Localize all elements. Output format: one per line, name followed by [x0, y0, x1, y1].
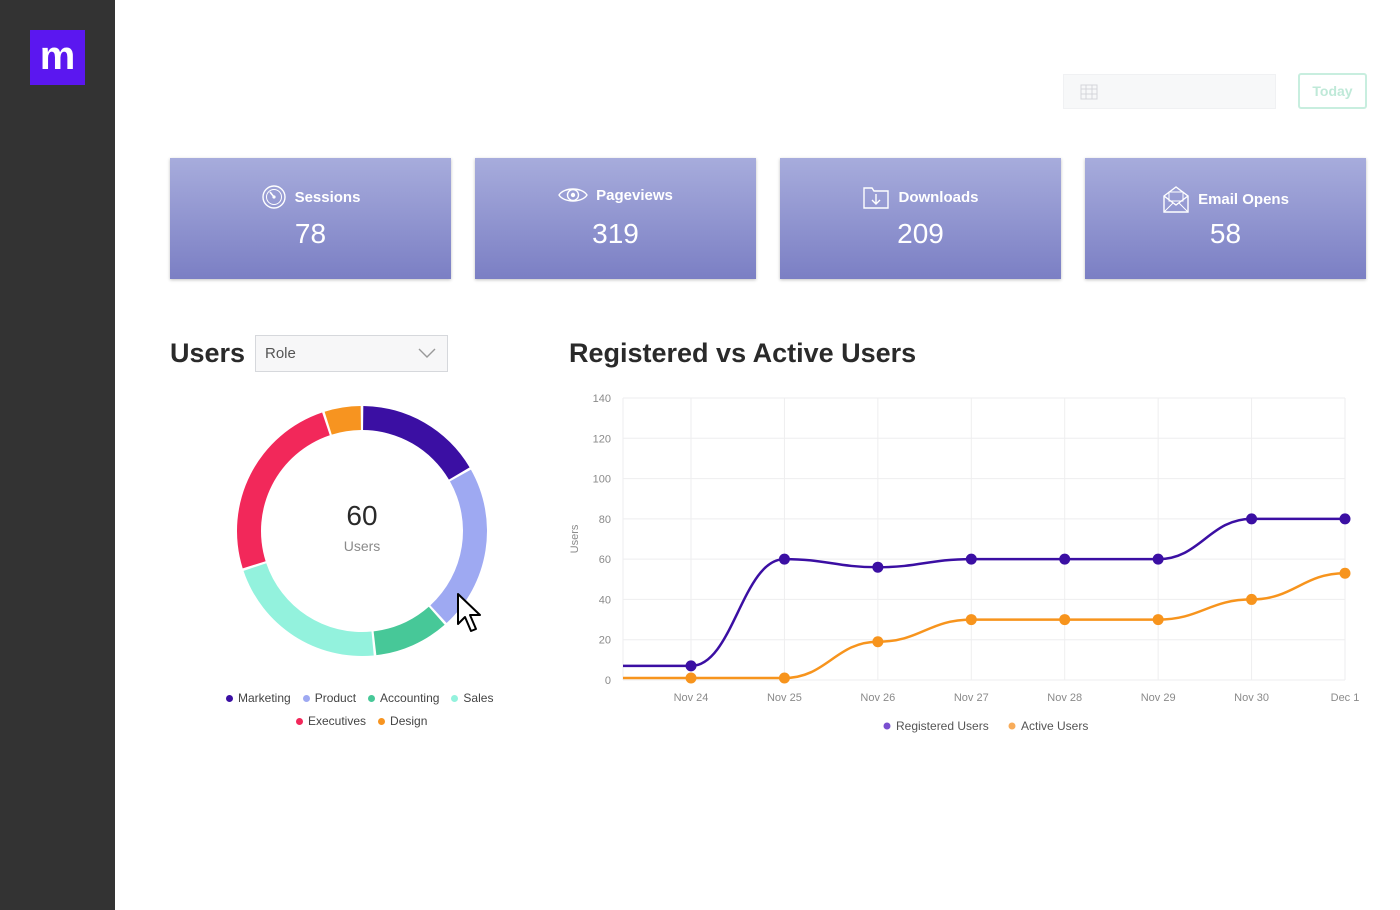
- stat-label: Sessions: [294, 188, 361, 206]
- legend-dot: [451, 694, 459, 702]
- data-point[interactable]: [1059, 614, 1071, 626]
- legend-dot: [302, 694, 310, 702]
- data-point[interactable]: [872, 561, 884, 573]
- legend-label: Accounting: [380, 691, 440, 705]
- x-tick-label: Nov 27: [954, 692, 989, 704]
- x-tick-label: Nov 29: [1141, 692, 1176, 704]
- x-tick-label: Nov 30: [1234, 692, 1269, 704]
- y-tick-label: 0: [605, 675, 611, 687]
- role-select[interactable]: Role: [255, 335, 448, 372]
- stat-card-pageviews[interactable]: Pageviews 319: [475, 158, 756, 279]
- legend-label: Marketing: [238, 691, 291, 705]
- today-label: Today: [1312, 83, 1353, 99]
- y-axis-label: Users: [569, 524, 581, 553]
- line-chart-title: Registered vs Active Users: [569, 338, 917, 368]
- donut-center: 60 Users: [236, 500, 488, 554]
- chevron-down-icon: [418, 348, 436, 358]
- envelope-open-icon: [1163, 186, 1189, 213]
- today-button[interactable]: Today: [1298, 73, 1367, 109]
- data-point[interactable]: [965, 553, 977, 565]
- data-point[interactable]: [965, 614, 977, 626]
- legend-dot: [368, 694, 376, 702]
- x-tick-label: Nov 24: [674, 692, 709, 704]
- legend-dot: [296, 717, 303, 725]
- x-tick-label: Nov 26: [860, 692, 895, 704]
- date-range-input[interactable]: [1063, 74, 1276, 109]
- data-point[interactable]: [1339, 567, 1351, 579]
- data-point[interactable]: [1059, 553, 1071, 565]
- legend-label: Product: [314, 691, 357, 705]
- legend-item-sales[interactable]: Sales: [451, 691, 493, 705]
- data-point[interactable]: [1246, 593, 1258, 605]
- role-select-value: Role: [265, 345, 296, 362]
- legend-item-product[interactable]: Product: [302, 691, 357, 705]
- logo-letter: m: [39, 33, 76, 78]
- registered-vs-active-chart: 0 20 40 60 80 100 120 140 Nov 24 Nov 25 Nov 26 Nov …: [569, 393, 1360, 733]
- data-point[interactable]: [778, 553, 790, 565]
- y-tick-label: 20: [599, 635, 611, 647]
- x-tick-label: Nov 28: [1047, 692, 1082, 704]
- y-tick-label: 100: [593, 474, 611, 486]
- data-point[interactable]: [778, 672, 790, 684]
- stat-value: 78: [294, 218, 327, 249]
- stat-value: 58: [1209, 218, 1242, 249]
- legend-label[interactable]: Active Users: [1021, 719, 1088, 733]
- donut-slice-accounting[interactable]: [373, 606, 445, 656]
- legend-item-design[interactable]: Design: [378, 714, 427, 728]
- y-tick-label: 60: [599, 554, 611, 566]
- download-icon: [863, 187, 890, 209]
- donut-slice-marketing[interactable]: [363, 406, 470, 480]
- series-line-registered-users: [622, 517, 1345, 668]
- donut-total: 60: [346, 500, 378, 531]
- stat-value: 209: [897, 218, 944, 249]
- donut-slice-design[interactable]: [324, 406, 361, 435]
- y-tick-label: 120: [593, 433, 611, 445]
- data-point[interactable]: [872, 636, 884, 648]
- x-tick-label: Nov 25: [767, 692, 802, 704]
- y-tick-label: 140: [593, 393, 611, 405]
- stat-card-downloads[interactable]: Downloads 209: [780, 158, 1061, 279]
- stat-label: Email Opens: [1198, 190, 1289, 208]
- data-point[interactable]: [1152, 614, 1164, 626]
- legend-item-marketing[interactable]: Marketing: [226, 691, 291, 705]
- calendar-icon: [1080, 84, 1098, 100]
- data-point[interactable]: [685, 660, 697, 672]
- donut-slice-sales[interactable]: [243, 563, 374, 656]
- x-tick-label: Dec 1: [1331, 692, 1360, 704]
- legend-item-executives[interactable]: Executives: [296, 714, 366, 728]
- mouse-cursor-icon: [457, 593, 481, 632]
- legend-label[interactable]: Registered Users: [896, 719, 989, 733]
- legend-item-accounting[interactable]: Accounting: [368, 691, 439, 705]
- donut-slice-executives[interactable]: [237, 412, 330, 569]
- stat-card-sessions[interactable]: Sessions 78: [170, 158, 451, 279]
- data-point[interactable]: [1339, 513, 1351, 525]
- users-title: Users: [170, 338, 246, 368]
- users-donut-chart: [237, 406, 488, 656]
- y-tick-label: 40: [599, 594, 611, 606]
- legend-label: Sales: [463, 691, 494, 705]
- data-point[interactable]: [1246, 513, 1258, 525]
- legend-dot: [1008, 722, 1016, 730]
- data-point[interactable]: [1152, 553, 1164, 565]
- data-point[interactable]: [685, 672, 697, 684]
- donut-legend-row-2: Executives Design: [296, 714, 427, 728]
- sidebar: m: [0, 0, 115, 910]
- legend-dot: [378, 717, 386, 725]
- stat-label: Pageviews: [596, 186, 673, 204]
- legend-dot: [226, 694, 233, 702]
- legend-label: Design: [390, 714, 428, 728]
- y-tick-label: 80: [599, 514, 611, 526]
- stat-card-email-opens[interactable]: Email Opens 58: [1085, 158, 1366, 279]
- speedometer-icon: [261, 185, 286, 209]
- stat-value: 319: [592, 218, 639, 249]
- donut-slice-product[interactable]: [430, 469, 488, 624]
- legend-label: Executives: [308, 714, 367, 728]
- donut-legend-row-1: Marketing Product Accounting Sales: [226, 691, 493, 705]
- donut-total-label: Users: [343, 538, 381, 554]
- app-logo[interactable]: m: [30, 30, 85, 85]
- eye-icon: [558, 188, 588, 202]
- legend-dot: [883, 722, 891, 730]
- stat-label: Downloads: [898, 188, 979, 206]
